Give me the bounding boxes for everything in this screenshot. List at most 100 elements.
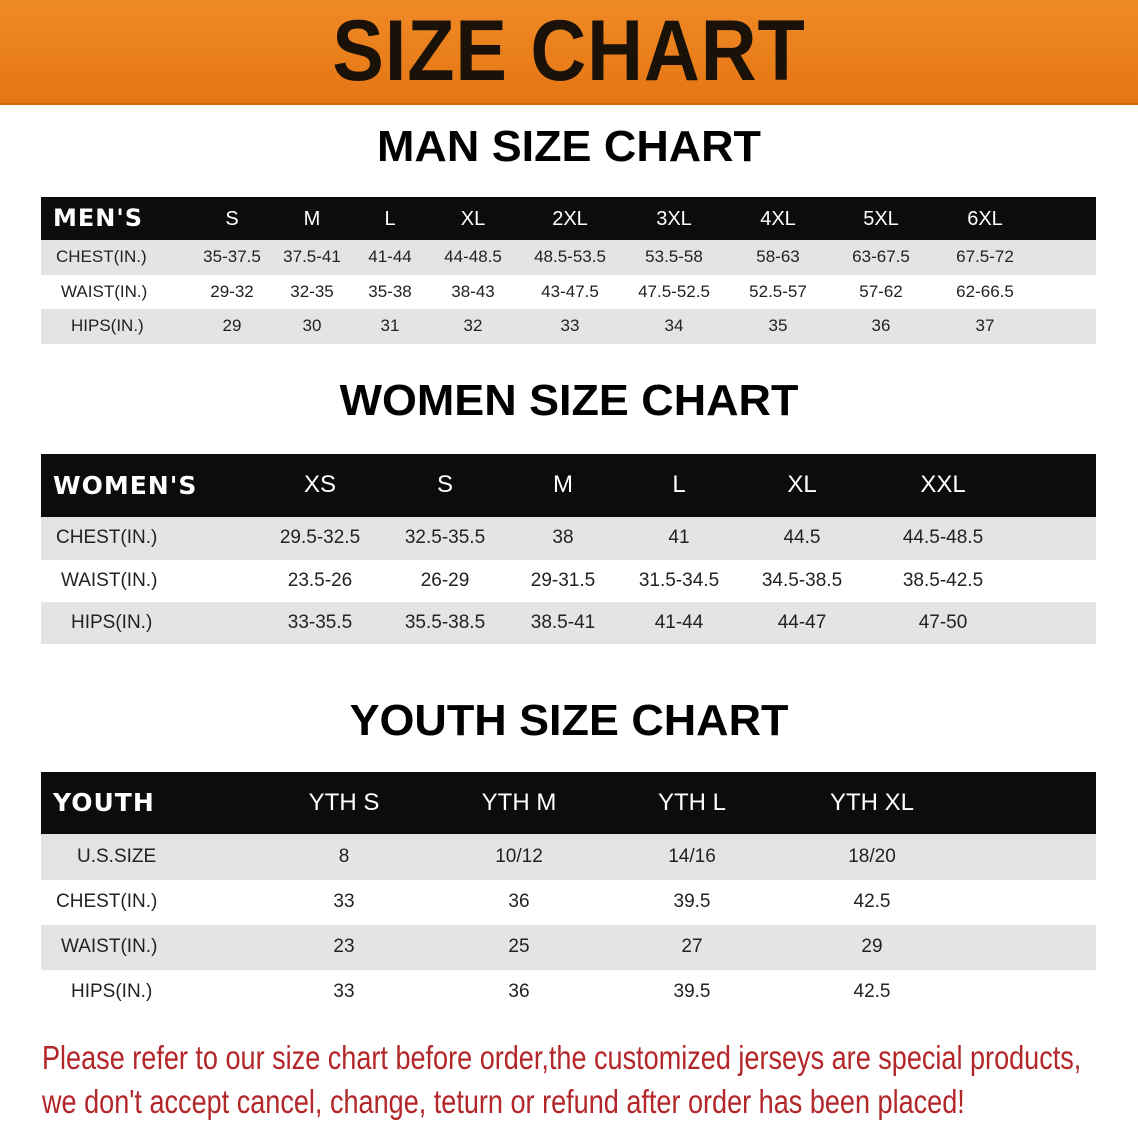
table-cell: 32-35 <box>290 281 334 301</box>
table-row: WAIST(IN.) 29-32 32-35 35-38 38-43 43-47.5 47.… <box>41 275 1096 309</box>
row-label: U.S.SIZE <box>77 845 157 867</box>
size-header: 5XL <box>863 207 899 230</box>
table-row: HIPS(IN.) 33-35.5 35.5-38.5 38.5-41 41-44 44-… <box>41 602 1096 644</box>
table-cell: 38.5-42.5 <box>902 569 984 591</box>
table-cell: 33 <box>333 891 355 913</box>
header-label: WOMEN'S <box>53 470 198 500</box>
order-notice: Please refer to our size chart before or… <box>42 1036 1108 1124</box>
table-row: WAIST(IN.) 23.5-26 26-29 29-31.5 31.5-34.5 34… <box>41 560 1096 602</box>
table-cell: 32 <box>463 316 483 336</box>
table-cell: 44.5 <box>783 527 821 549</box>
table-cell: 44.5-48.5 <box>902 527 984 549</box>
table-cell: 63-67.5 <box>852 247 910 267</box>
table-cell: 33 <box>560 316 580 336</box>
table-row: HIPS(IN.) 33 36 39.5 42.5 <box>41 970 1096 1015</box>
table-cell: 25 <box>508 936 530 958</box>
table-cell: 36 <box>508 981 530 1003</box>
table-cell: 53.5-58 <box>645 247 703 267</box>
table-cell: 42.5 <box>853 891 891 913</box>
table-cell: 31 <box>380 316 400 336</box>
table-row: HIPS(IN.) 29 30 31 32 33 34 35 36 37 <box>41 309 1096 344</box>
table-cell: 43-47.5 <box>541 281 599 301</box>
table-cell: 34 <box>664 316 684 336</box>
table-cell: 62-66.5 <box>956 281 1014 301</box>
table-cell: 39.5 <box>673 891 711 913</box>
table-cell: 35-37.5 <box>203 247 261 267</box>
table-cell: 67.5-72 <box>956 247 1014 267</box>
table-row: U.S.SIZE 8 10/12 14/16 18/20 <box>41 834 1096 880</box>
size-header: M <box>303 207 321 230</box>
table-cell: 57-62 <box>859 281 903 301</box>
table-cell: 52.5-57 <box>749 281 807 301</box>
table-cell: 31.5-34.5 <box>638 569 720 591</box>
header-label: MEN'S <box>53 204 143 233</box>
table-header: WOMEN'S XS S M L XL XXL <box>41 454 1096 517</box>
table-cell: 38-43 <box>451 281 495 301</box>
men-section-title: MAN SIZE CHART <box>377 122 761 171</box>
table-row: CHEST(IN.) 29.5-32.5 32.5-35.5 38 41 44.5 44.5… <box>41 517 1096 560</box>
table-cell: 26-29 <box>420 569 470 591</box>
size-header: XL <box>460 207 486 230</box>
table-cell: 23.5-26 <box>287 569 353 591</box>
table-cell: 44-48.5 <box>444 247 502 267</box>
table-cell: 23 <box>333 936 355 958</box>
table-cell: 29 <box>222 316 242 336</box>
size-header: XS <box>303 471 337 499</box>
size-header: M <box>553 471 573 499</box>
women-section-title: WOMEN SIZE CHART <box>339 376 799 425</box>
size-header: S <box>225 207 239 230</box>
table-row: CHEST(IN.) 33 36 39.5 42.5 <box>41 880 1096 925</box>
row-label: HIPS(IN.) <box>71 611 153 633</box>
page-title: SIZE CHART <box>332 3 806 99</box>
size-header: 4XL <box>760 207 796 230</box>
table-cell: 47-50 <box>918 611 968 633</box>
size-header: L <box>384 207 396 230</box>
row-label: WAIST(IN.) <box>61 281 148 301</box>
row-label: WAIST(IN.) <box>61 569 158 591</box>
table-cell: 29.5-32.5 <box>279 527 361 549</box>
header-banner: SIZE CHART <box>0 0 1138 105</box>
row-label: HIPS(IN.) <box>71 981 153 1003</box>
size-header: 2XL <box>552 207 588 230</box>
notice-line-2: we don't accept cancel, change, teturn o… <box>42 1083 965 1120</box>
size-header: YTH XL <box>829 788 915 816</box>
table-cell: 41-44 <box>654 611 704 633</box>
table-row: CHEST(IN.) 35-37.5 37.5-41 41-44 44-48.5 48.5… <box>41 240 1096 275</box>
table-cell: 10/12 <box>495 845 543 867</box>
table-cell: 36 <box>508 891 530 913</box>
table-cell: 38 <box>552 527 574 549</box>
header-label: YOUTH <box>53 788 155 817</box>
size-header: L <box>672 471 686 499</box>
table-cell: 35-38 <box>368 281 412 301</box>
size-header: XXL <box>920 471 966 499</box>
table-cell: 14/16 <box>668 845 716 867</box>
table-cell: 32.5-35.5 <box>404 527 486 549</box>
table-header: MEN'S S M L XL 2XL 3XL 4XL 5XL 6XL <box>41 197 1096 240</box>
table-header: YOUTH YTH S YTH M YTH L YTH XL <box>41 772 1096 834</box>
table-cell: 58-63 <box>756 247 800 267</box>
row-label: CHEST(IN.) <box>56 247 147 267</box>
table-cell: 18/20 <box>848 845 896 867</box>
table-cell: 44-47 <box>777 611 827 633</box>
table-cell: 42.5 <box>853 981 891 1003</box>
table-cell: 39.5 <box>673 981 711 1003</box>
table-cell: 35 <box>768 316 788 336</box>
table-cell: 34.5-38.5 <box>761 569 843 591</box>
table-cell: 41-44 <box>368 247 412 267</box>
table-cell: 47.5-52.5 <box>638 281 710 301</box>
table-cell: 30 <box>302 316 322 336</box>
table-cell: 35.5-38.5 <box>404 611 486 633</box>
table-cell: 29-31.5 <box>530 569 596 591</box>
table-cell: 38.5-41 <box>530 611 596 633</box>
size-header: YTH L <box>657 788 727 816</box>
size-header: XL <box>787 471 817 499</box>
row-label: HIPS(IN.) <box>71 316 144 336</box>
youth-section-title: YOUTH SIZE CHART <box>349 696 789 745</box>
table-cell: 33-35.5 <box>287 611 353 633</box>
size-header: 6XL <box>967 207 1003 230</box>
table-cell: 29 <box>861 936 883 958</box>
table-cell: 48.5-53.5 <box>534 247 606 267</box>
row-label: WAIST(IN.) <box>61 936 158 958</box>
row-label: CHEST(IN.) <box>56 891 158 913</box>
table-cell: 27 <box>681 936 703 958</box>
